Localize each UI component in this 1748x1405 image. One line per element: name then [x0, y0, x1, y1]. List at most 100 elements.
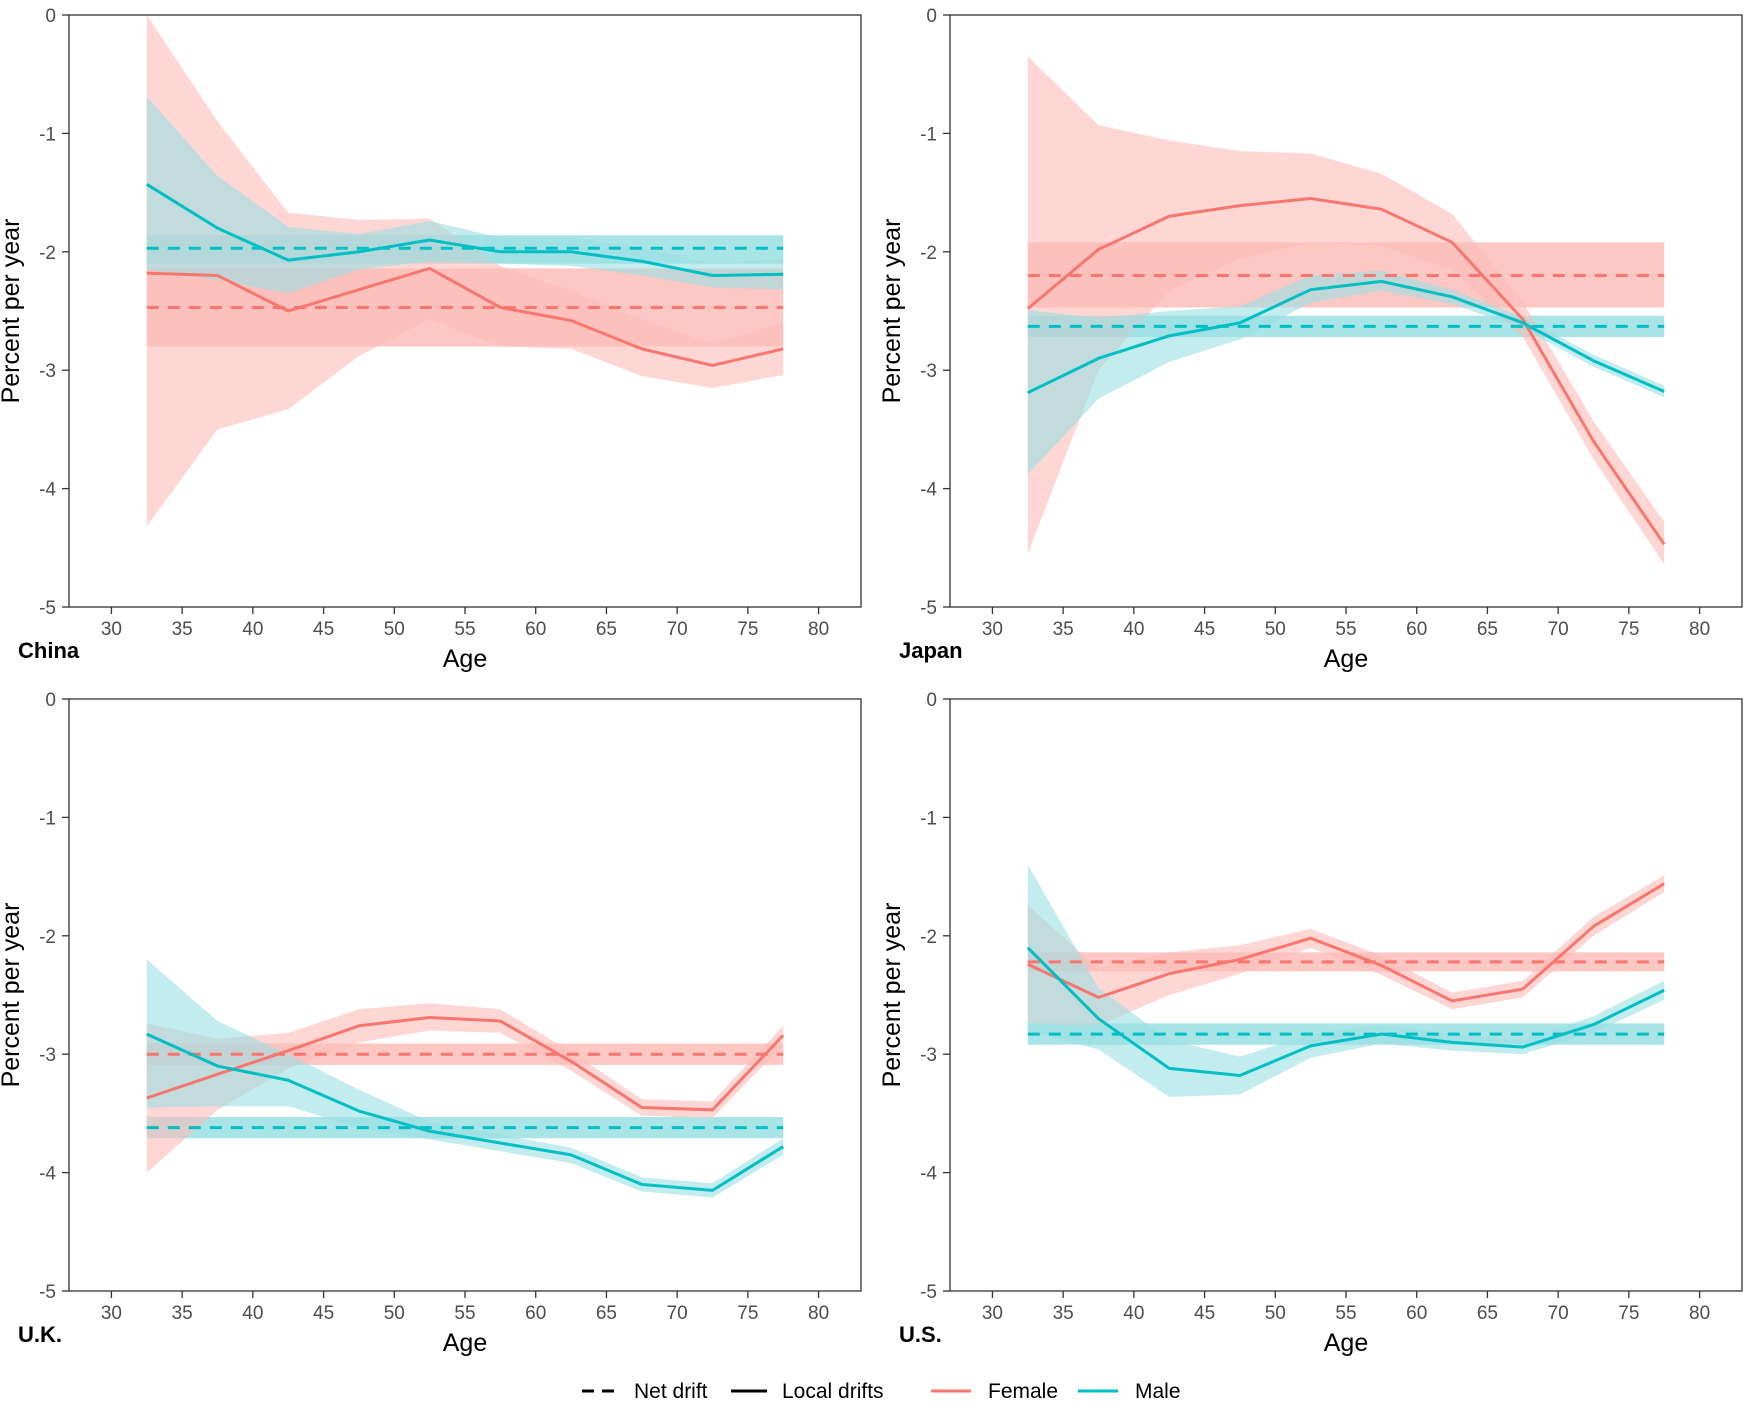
x-tick-label: 65 — [1477, 1303, 1498, 1324]
x-tick-label: 40 — [1123, 1303, 1144, 1324]
y-tick-label: -4 — [920, 480, 937, 501]
x-tick-label: 50 — [1265, 619, 1286, 640]
x-tick-label: 35 — [1053, 619, 1074, 640]
local-drift-ci-band-male — [146, 96, 784, 294]
x-tick-label: 50 — [384, 619, 405, 640]
panel-label: U.K. — [18, 1322, 62, 1347]
x-tick-label: 45 — [313, 1303, 334, 1324]
y-tick-label: 0 — [45, 6, 56, 27]
x-tick-label: 55 — [1335, 619, 1356, 640]
x-tick-label: 80 — [808, 1303, 829, 1324]
y-tick-label: -5 — [920, 598, 937, 619]
x-axis-title: Age — [443, 645, 487, 673]
x-tick-label: 35 — [172, 619, 193, 640]
y-tick-label: -1 — [39, 124, 56, 145]
panel-japan: 30 35 40 45 50 55 60 65 70 75 80 0 -1 -2 -3 -4 -5 Age Perc… — [878, 6, 1743, 673]
x-tick-label: 60 — [525, 619, 546, 640]
local-drift-line-male — [145, 183, 784, 277]
y-tick-label: -2 — [920, 927, 937, 948]
x-tick-label: 75 — [737, 1303, 758, 1324]
local-drift-line-female — [1027, 882, 1665, 1003]
legend-female-label: Female — [988, 1380, 1058, 1403]
legend-male-label: Male — [1135, 1380, 1181, 1403]
local-drift-line-female — [146, 1015, 785, 1112]
x-axis-title: Age — [1324, 1329, 1368, 1357]
y-tick-label: -4 — [920, 1164, 937, 1185]
legend-local-drifts-label: Local drifts — [782, 1380, 884, 1403]
x-axis-title: Age — [1324, 645, 1368, 673]
y-tick-label: -1 — [920, 124, 937, 145]
x-tick-label: 30 — [982, 619, 1003, 640]
x-tick-label: 80 — [1689, 619, 1710, 640]
y-tick-label: -2 — [920, 243, 937, 264]
y-tick-label: 0 — [926, 690, 937, 711]
y-tick-label: -5 — [39, 598, 56, 619]
x-axis-title: Age — [443, 1329, 487, 1357]
panel-uk: 30 35 40 45 50 55 60 65 70 75 80 0 -1 -2 -3 -4 -5 Age Perc… — [0, 690, 862, 1357]
x-tick-label: 70 — [1548, 1303, 1569, 1324]
y-tick-label: -3 — [39, 1045, 56, 1066]
x-tick-label: 30 — [982, 1303, 1003, 1324]
local-drift-line-female — [146, 266, 784, 367]
x-tick-label: 65 — [596, 619, 617, 640]
x-tick-label: 70 — [667, 619, 688, 640]
x-tick-label: 70 — [1548, 619, 1569, 640]
x-tick-label: 30 — [101, 619, 122, 640]
x-tick-label: 80 — [1689, 1303, 1710, 1324]
y-tick-label: 0 — [926, 6, 937, 27]
local-drift-ci-band-male — [1027, 864, 1665, 1097]
x-tick-label: 75 — [737, 619, 758, 640]
x-tick-label: 70 — [667, 1303, 688, 1324]
y-tick-label: -2 — [39, 243, 56, 264]
x-tick-label: 75 — [1618, 619, 1639, 640]
x-tick-label: 50 — [1265, 1303, 1286, 1324]
panel-us: 30 35 40 45 50 55 60 65 70 75 80 0 -1 -2 -3 -4 -5 Age Perc… — [878, 690, 1743, 1357]
x-tick-label: 40 — [242, 1303, 263, 1324]
x-tick-label: 55 — [454, 1303, 475, 1324]
legend: Net drift Local drifts Female Male — [582, 1380, 1181, 1403]
panel-label: China — [18, 638, 80, 663]
local-drift-ci-band-female — [146, 15, 784, 527]
y-tick-label: -3 — [39, 361, 56, 382]
x-tick-label: 45 — [313, 619, 334, 640]
x-tick-label: 75 — [1618, 1303, 1639, 1324]
y-tick-label: -4 — [39, 1164, 56, 1185]
x-tick-label: 40 — [1123, 619, 1144, 640]
local-drift-line-male — [146, 1032, 785, 1192]
y-tick-label: -3 — [920, 361, 937, 382]
local-drift-ci-band-male — [1027, 270, 1665, 475]
y-tick-label: -4 — [39, 480, 56, 501]
panel-label: Japan — [899, 638, 963, 663]
x-tick-label: 65 — [596, 1303, 617, 1324]
x-tick-label: 60 — [1406, 619, 1427, 640]
panel-label: U.S. — [899, 1322, 942, 1347]
y-tick-label: -5 — [39, 1282, 56, 1303]
local-drift-ci-band-female — [1027, 56, 1665, 565]
local-drift-line-male — [1027, 279, 1665, 395]
legend-net-drift-label: Net drift — [634, 1380, 708, 1403]
plot-frame — [68, 698, 862, 1292]
x-tick-label: 55 — [454, 619, 475, 640]
y-tick-label: -5 — [920, 1282, 937, 1303]
x-tick-label: 65 — [1477, 619, 1498, 640]
y-tick-label: -1 — [920, 808, 937, 829]
y-axis-title: Percent per year — [878, 219, 906, 404]
x-tick-label: 45 — [1194, 1303, 1215, 1324]
x-tick-label: 80 — [808, 619, 829, 640]
x-tick-label: 40 — [242, 619, 263, 640]
x-tick-label: 35 — [172, 1303, 193, 1324]
y-tick-label: 0 — [45, 690, 56, 711]
x-tick-label: 50 — [384, 1303, 405, 1324]
x-tick-label: 45 — [1194, 619, 1215, 640]
panel-china: 30 35 40 45 50 55 60 65 70 75 80 0 -1 -2 -3 -4 -5 Age Perc… — [0, 6, 862, 673]
local-drift-line-female — [1026, 197, 1666, 546]
x-tick-label: 60 — [1406, 1303, 1427, 1324]
x-tick-label: 35 — [1053, 1303, 1074, 1324]
x-tick-label: 60 — [525, 1303, 546, 1324]
y-axis-title: Percent per year — [0, 219, 25, 404]
y-tick-label: -1 — [39, 808, 56, 829]
x-tick-label: 55 — [1335, 1303, 1356, 1324]
local-drift-line-male — [1026, 946, 1665, 1078]
y-tick-label: -3 — [920, 1045, 937, 1066]
